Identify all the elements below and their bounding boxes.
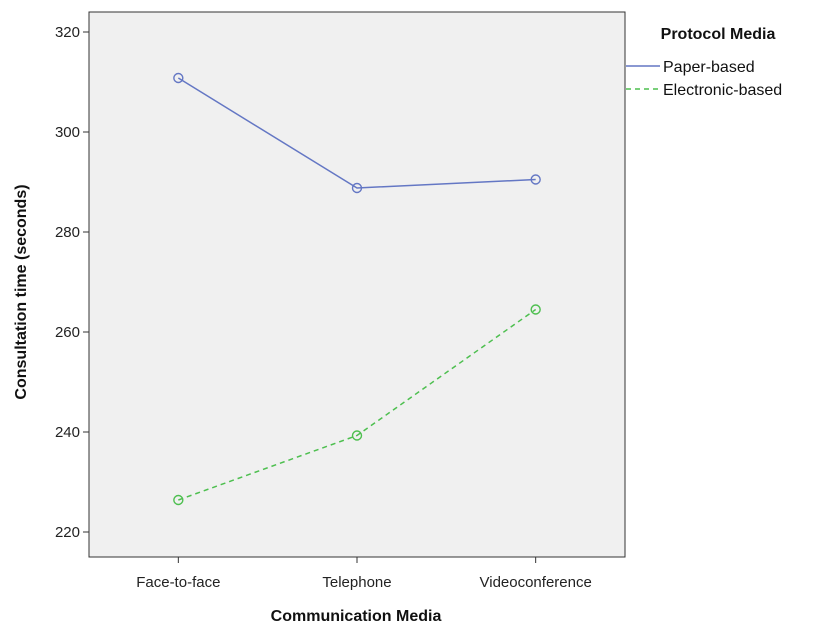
x-tick-label: Face-to-face — [136, 574, 220, 591]
plot-area — [88, 11, 626, 558]
data-point-marker — [530, 174, 541, 185]
x-axis-title: Communication Media — [271, 608, 442, 625]
y-tick-label: 220 — [55, 524, 80, 541]
series-line-electronic-based — [178, 308, 537, 501]
legend-label: Electronic-based — [663, 82, 782, 99]
data-point-marker — [173, 494, 184, 506]
legend: Protocol Media Paper-based Electronic-bas… — [626, 26, 782, 99]
x-tick-label: Videoconference — [480, 574, 592, 591]
data-point-marker — [351, 430, 363, 441]
x-axis-ticks: Face-to-face Telephone Videoconference — [136, 557, 592, 591]
y-tick-label: 240 — [55, 424, 80, 441]
data-point-marker — [351, 182, 363, 194]
y-tick-label: 300 — [55, 124, 80, 141]
series-line-paper-based — [177, 77, 536, 189]
series-layer — [173, 72, 541, 506]
data-point-marker — [173, 72, 184, 84]
y-axis-title: Consultation time (seconds) — [13, 184, 30, 399]
x-tick-label: Telephone — [322, 574, 391, 591]
data-point-marker — [530, 304, 541, 315]
legend-label: Paper-based — [663, 59, 755, 76]
y-tick-label: 320 — [55, 24, 80, 41]
legend-title: Protocol Media — [661, 26, 776, 43]
y-tick-label: 280 — [55, 224, 80, 241]
y-tick-label: 260 — [55, 324, 80, 341]
y-axis-ticks: 220 240 260 280 300 320 — [55, 24, 89, 541]
